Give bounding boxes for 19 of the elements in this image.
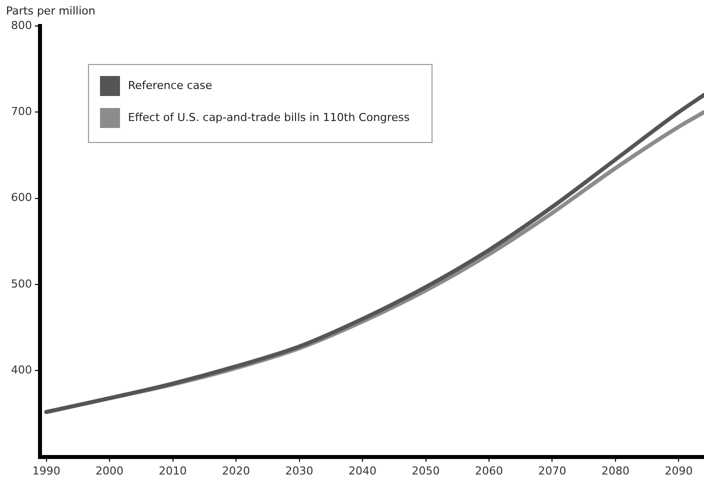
- y-tick-label: 700: [10, 105, 32, 118]
- x-tick-label: 2060: [474, 464, 503, 478]
- x-tick-label: 2030: [285, 464, 314, 478]
- legend-label: Effect of U.S. cap-and-trade bills in 110th Congress: [128, 110, 410, 124]
- x-tick-label: 2000: [96, 464, 124, 478]
- x-tick-label: 2040: [348, 464, 377, 478]
- y-tick-label: 800: [10, 18, 32, 32]
- y-axis-title: Parts per million: [6, 4, 96, 18]
- x-tick-label: 2010: [158, 464, 187, 478]
- x-tick-label: 2020: [222, 464, 250, 478]
- x-tick-label: 1990: [32, 464, 60, 478]
- x-tick-label: 2090: [664, 464, 693, 478]
- y-tick-label: 500: [10, 277, 32, 290]
- x-tick-label: 2080: [601, 464, 630, 478]
- y-tick-label: 400: [10, 364, 32, 376]
- legend-label: Reference case: [128, 78, 212, 92]
- x-tick-label: 2070: [538, 464, 566, 478]
- x-tick-label: 2050: [412, 464, 440, 478]
- y-tick-label: 600: [10, 191, 32, 204]
